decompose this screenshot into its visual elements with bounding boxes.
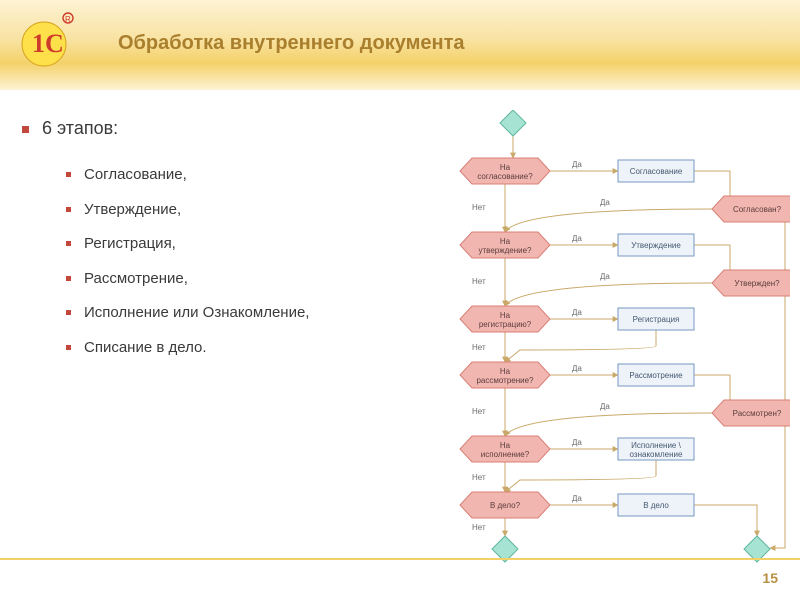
svg-text:Исполнение \: Исполнение \ — [631, 441, 681, 450]
svg-text:На: На — [500, 367, 511, 376]
slide-number: 15 — [762, 570, 778, 586]
svg-text:Рассмотрен?: Рассмотрен? — [733, 409, 782, 418]
svg-text:В дело: В дело — [643, 501, 669, 510]
svg-text:Утверждение: Утверждение — [631, 241, 681, 250]
svg-text:регистрацию?: регистрацию? — [479, 320, 532, 329]
svg-text:рассмотрение?: рассмотрение? — [476, 376, 534, 385]
svg-text:Нет: Нет — [472, 203, 486, 212]
svg-text:Да: Да — [600, 272, 610, 281]
svg-text:Да: Да — [600, 198, 610, 207]
bullet-list: Согласование, Утверждение, Регистрация, … — [84, 158, 309, 365]
svg-text:Да: Да — [572, 160, 582, 169]
subtitle-bullet — [22, 126, 29, 133]
list-item: Утверждение, — [84, 193, 309, 228]
logo-1c: 1C R — [18, 10, 78, 70]
svg-text:На: На — [500, 237, 511, 246]
svg-text:1C: 1C — [32, 29, 64, 58]
svg-text:согласование?: согласование? — [477, 172, 533, 181]
svg-text:Да: Да — [572, 234, 582, 243]
svg-text:Да: Да — [572, 364, 582, 373]
svg-text:исполнение?: исполнение? — [481, 450, 530, 459]
svg-text:Согласован?: Согласован? — [733, 205, 782, 214]
list-item: Исполнение или Ознакомление, — [84, 296, 309, 331]
svg-text:Согласование: Согласование — [630, 167, 683, 176]
svg-text:Нет: Нет — [472, 473, 486, 482]
svg-text:На: На — [500, 311, 511, 320]
svg-text:Да: Да — [572, 494, 582, 503]
subtitle: 6 этапов: — [42, 118, 118, 139]
list-item: Списание в дело. — [84, 331, 309, 366]
svg-text:Да: Да — [572, 308, 582, 317]
list-item: Регистрация, — [84, 227, 309, 262]
svg-text:Регистрация: Регистрация — [633, 315, 680, 324]
svg-text:Да: Да — [572, 438, 582, 447]
svg-text:В дело?: В дело? — [490, 501, 521, 510]
flowchart: ДаНетДаДаНетДаДаНетДаНетДаДаНетДаНетНетН… — [400, 110, 790, 570]
svg-text:Нет: Нет — [472, 407, 486, 416]
list-item: Рассмотрение, — [84, 262, 309, 297]
svg-text:утверждение?: утверждение? — [479, 246, 533, 255]
svg-text:На: На — [500, 163, 511, 172]
list-item: Согласование, — [84, 158, 309, 193]
page-title: Обработка внутреннего документа — [118, 32, 465, 55]
footer-line — [0, 558, 800, 560]
svg-text:На: На — [500, 441, 511, 450]
svg-text:R: R — [65, 15, 71, 24]
svg-text:Рассмотрение: Рассмотрение — [629, 371, 683, 380]
svg-text:Нет: Нет — [472, 523, 486, 532]
svg-text:Нет: Нет — [472, 343, 486, 352]
svg-text:Нет: Нет — [472, 277, 486, 286]
svg-text:Да: Да — [600, 402, 610, 411]
svg-text:ознакомление: ознакомление — [630, 450, 683, 459]
svg-text:Утвержден?: Утвержден? — [734, 279, 780, 288]
